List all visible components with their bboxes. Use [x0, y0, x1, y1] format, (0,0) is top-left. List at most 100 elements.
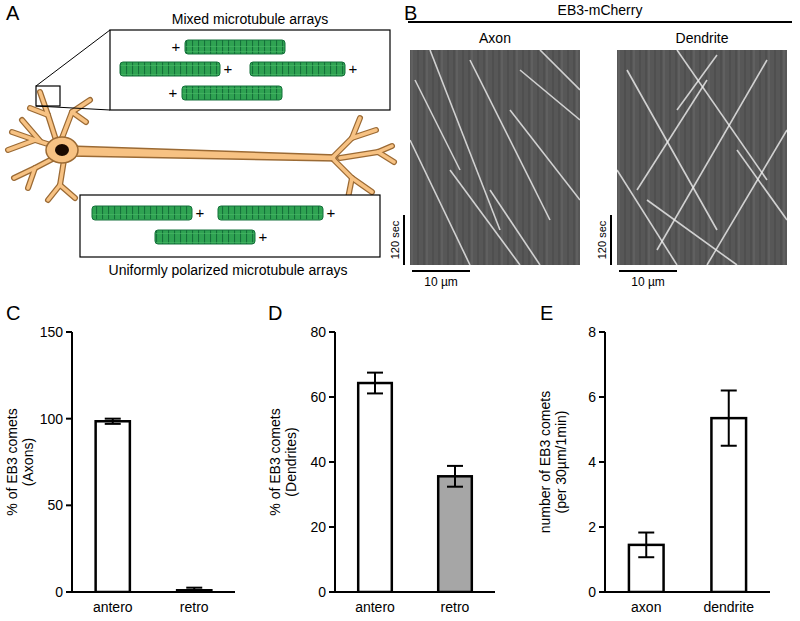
y-tick: [66, 331, 72, 333]
plus-end: +: [259, 228, 268, 245]
kymo-streak: [720, 50, 722, 265]
error-bar: [367, 373, 383, 394]
kymo-bg: [617, 50, 787, 265]
kymo-streak: [561, 50, 563, 265]
marks: [629, 391, 746, 593]
kymo-streak: [663, 50, 665, 265]
kymo-streak: [558, 50, 560, 265]
x-tick-label: antero: [93, 599, 133, 615]
kymo-streak: [483, 50, 485, 265]
kymo-streak: [684, 50, 686, 265]
error-cap: [447, 486, 463, 488]
kymo-streak: [432, 50, 434, 265]
y-tick-label: 150: [40, 324, 64, 340]
panel-letter: E: [540, 302, 553, 324]
kymo-streak: [516, 50, 518, 265]
comet-track: [677, 55, 717, 110]
neurite-outline: [378, 152, 394, 162]
error-bar: [186, 588, 202, 592]
error-whisker: [728, 391, 730, 446]
bar: [438, 476, 472, 592]
kymo-streak: [492, 50, 494, 265]
kymo-streak: [552, 50, 554, 265]
comet-track: [737, 150, 787, 220]
microtubule: [155, 230, 255, 244]
comet-track: [647, 200, 737, 265]
kymo-streak: [678, 50, 680, 265]
kymo-streak: [573, 50, 575, 265]
microtubule: [250, 62, 345, 76]
bar-chart: 050100150% of EB3 comets(Axons)anteroret…: [4, 324, 235, 615]
y-tick: [329, 526, 335, 528]
panel-letter: B: [404, 2, 417, 24]
kymo-streak: [528, 50, 530, 265]
neurite-outline: [8, 140, 35, 150]
y-tick: [599, 526, 605, 528]
y-tick: [599, 461, 605, 463]
nucleus: [55, 144, 69, 156]
y-tick: [329, 591, 335, 593]
microtubule: [182, 86, 282, 100]
error-cap: [186, 587, 202, 589]
kymo-streak: [768, 50, 770, 265]
kymograph: [410, 50, 580, 265]
neurite: [60, 185, 75, 198]
y-tick: [329, 331, 335, 333]
error-whisker: [645, 533, 647, 558]
y-axis: [71, 332, 73, 592]
kymo-streak: [738, 50, 740, 265]
kymo-streak: [411, 50, 413, 265]
uniform-box: [80, 195, 380, 257]
kymo-streak: [645, 50, 647, 265]
y-tick: [66, 591, 72, 593]
neurite: [28, 168, 35, 188]
y-tick-label: 6: [588, 389, 596, 405]
kymo-streak: [780, 50, 782, 265]
kymo-streak: [765, 50, 767, 265]
error-whisker: [454, 466, 456, 487]
kymo-streak: [735, 50, 737, 265]
time-scale-bar: [403, 215, 405, 265]
error-cap: [367, 372, 383, 374]
kymo-streak: [486, 50, 488, 265]
error-cap: [638, 532, 654, 534]
length-scale-label: 10 µm: [424, 275, 458, 289]
kymo-streak: [531, 50, 533, 265]
comet-track: [637, 80, 707, 190]
box-label: Mixed microtubule arrays: [172, 11, 328, 27]
comet-track: [415, 80, 460, 170]
bar-chart: 020406080% of EB3 comets(Dendrites)anter…: [267, 324, 495, 615]
panel-letter: C: [6, 302, 20, 324]
x-tick-label: dendrite: [703, 599, 754, 615]
kymo-streak: [639, 50, 641, 265]
kymo-streak: [426, 50, 428, 265]
kymo-streak: [714, 50, 716, 265]
plus-end: +: [224, 60, 233, 77]
y-tick: [599, 331, 605, 333]
panel-letter: D: [268, 302, 282, 324]
zoom-region: [36, 86, 60, 106]
figure: ABCDEMixed microtubule arraysUniformly p…: [0, 0, 800, 621]
microtubule: [218, 206, 323, 220]
kymo-streak: [654, 50, 656, 265]
microtubule: [92, 206, 192, 220]
kymo-streak: [522, 50, 524, 265]
y-tick-label: 4: [588, 454, 596, 470]
x-tick-label: retro: [441, 599, 470, 615]
neurite: [72, 112, 86, 122]
kymo-streak: [477, 50, 479, 265]
kymo-streak: [438, 50, 440, 265]
time-scale-label: 120 sec: [389, 220, 401, 259]
kymo-streak: [774, 50, 776, 265]
y-tick-label: 50: [47, 497, 63, 513]
kymo-streak: [669, 50, 671, 265]
comet-track: [510, 110, 580, 200]
kymograph: [617, 50, 787, 265]
y-tick-label: 0: [55, 584, 63, 600]
error-cap: [105, 418, 121, 420]
comet-track: [450, 170, 520, 265]
error-cap: [721, 390, 737, 392]
kymo-streak: [783, 50, 785, 265]
kymo-streak: [501, 50, 503, 265]
y-tick-label: 80: [310, 324, 326, 340]
